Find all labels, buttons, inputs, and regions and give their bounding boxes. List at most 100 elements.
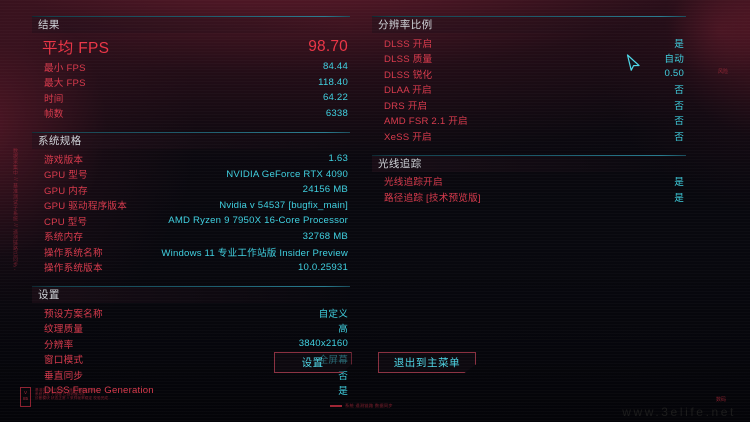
section: 设置预设方案名称自定义纹理质量高分辨率3840x2160窗口模式全屏幕垂直同步否… [32, 286, 350, 398]
section-divider [32, 16, 350, 17]
spec-row: 纹理质量 高 [32, 321, 350, 337]
spec-row: CPU 型号 AMD Ryzen 9 7950X 16-Core Processo… [32, 213, 350, 229]
bottom-center-bar-icon [330, 404, 342, 408]
section-rows: 游戏版本 1.63 GPU 型号 NVIDIA GeForce RTX 4090 GPU… [32, 151, 350, 275]
left-edge-decorative-text: 数据采集中 // 基准测试子系统 // 遥测链路已同步 // 节点 [12, 148, 18, 270]
spec-label: 光线追踪开启 [384, 177, 443, 189]
spec-value: 自动 [664, 54, 684, 66]
spec-row: 最大 FPS 118.40 [32, 75, 350, 91]
spec-label: GPU 型号 [44, 170, 88, 182]
spec-label: DLSS 开启 [384, 38, 433, 50]
spec-label: 游戏版本 [44, 154, 84, 166]
spec-row: 最小 FPS 84.44 [32, 59, 350, 75]
spec-row: DLSS 开启 是 [372, 35, 686, 51]
watermark-mark: 数码 [715, 397, 726, 403]
spec-label: 垂直同步 [44, 370, 84, 382]
spec-value: 0.50 [664, 68, 684, 80]
spec-label: 分辨率 [44, 339, 74, 351]
spec-label: 系统内存 [44, 232, 84, 244]
spec-row: 帧数 6338 [32, 106, 350, 122]
bottom-left-decorative-text: 基准测试运行记录 // 遥测数据流已写入 系统日志 子进程 已回收缓冲区 诊断模… [35, 388, 120, 401]
spec-row: 路径追踪 [技术预览版] 是 [372, 189, 686, 205]
spec-value: AMD Ryzen 9 7950X 16-Core Processor [168, 215, 348, 227]
spec-value: Windows 11 专业工作站版 Insider Preview [161, 247, 348, 259]
section-rows: DLSS 开启是 DLSS 质量 自动 DLSS 锐化 0.50 DLAA 开启否 DRS … [372, 35, 686, 144]
spec-label: 最小 FPS [44, 62, 86, 74]
left-column: 结果 平均 FPS 98.70 最小 FPS 84.44 最大 FPS 118.40 时间 64… [32, 16, 350, 409]
exit-to-main-menu-button[interactable]: 退出到主菜单 [377, 352, 477, 373]
spec-row: AMD FSR 2.1 开启 否 [372, 113, 686, 129]
section-divider [372, 154, 686, 156]
section-title: 光线追踪 [372, 155, 686, 172]
spec-row: GPU 内存 24156 MB [32, 182, 350, 198]
spec-value: 3840x2160 [298, 338, 348, 350]
section-divider [32, 286, 350, 287]
spec-row: DLSS 质量 自动 [372, 51, 686, 67]
spec-row: GPU 型号 NVIDIA GeForce RTX 4090 [32, 167, 350, 183]
top-right-decorative-mark: 风险 [717, 69, 728, 75]
spec-label: 平均 FPS [42, 40, 110, 57]
spec-value: 118.40 [318, 76, 348, 88]
spec-value: 1.63 [328, 153, 348, 165]
spec-label: DRS 开启 [384, 100, 428, 112]
spec-row: 操作系统名称 Windows 11 专业工作站版 Insider Preview [32, 244, 350, 260]
spec-value: NVIDIA GeForce RTX 4090 [226, 168, 348, 180]
spec-value: 是 [674, 38, 684, 50]
spec-row: 操作系统版本 10.0.25931 [32, 260, 350, 276]
spec-label: AMD FSR 2.1 开启 [384, 116, 468, 128]
spec-label: 预设方案名称 [44, 308, 103, 320]
settings-button[interactable]: 设置 [273, 352, 352, 373]
section: 结果 平均 FPS 98.70 最小 FPS 84.44 最大 FPS 118.40 时间 64… [32, 16, 350, 121]
spec-row: 平均 FPS 98.70 [32, 35, 350, 59]
spec-label: GPU 驱动程序版本 [44, 201, 128, 213]
spec-value: 是 [338, 386, 348, 398]
spec-label: 窗口模式 [44, 355, 84, 367]
spec-value: 自定义 [318, 308, 348, 320]
spec-label: 纹理质量 [44, 324, 84, 336]
spec-row: DRS 开启 否 [372, 97, 686, 113]
spec-value: 10.0.25931 [297, 261, 348, 273]
spec-value: 否 [674, 131, 684, 143]
section-divider [32, 132, 350, 133]
section: 光线追踪光线追踪开启是路径追踪 [技术预览版] 是 [372, 154, 686, 205]
spec-label: 操作系统版本 [44, 263, 103, 275]
right-column: 分辨率比例 DLSS 开启是 DLSS 质量 自动 DLSS 锐化 0.50 DLAA 开启… [372, 16, 686, 216]
spec-row: GPU 驱动程序版本 Nvidia v 54537 [bugfix_main] [32, 198, 350, 214]
spec-value: 否 [674, 116, 684, 128]
spec-value: 98.70 [308, 38, 348, 55]
site-watermark: www.3elife.net [622, 405, 736, 419]
section-rows: 平均 FPS 98.70 最小 FPS 84.44 最大 FPS 118.40 时间 64.2… [32, 35, 350, 121]
section-rows: 光线追踪开启是路径追踪 [技术预览版] 是 [372, 174, 686, 205]
spec-value: 6338 [325, 107, 348, 119]
spec-row: 游戏版本 1.63 [32, 151, 350, 167]
bottom-center-decorative-text: 系统 遥测链路 数据同步 [345, 403, 393, 408]
section: 系统规格游戏版本 1.63 GPU 型号 NVIDIA GeForce RTX 409… [32, 132, 350, 275]
spec-label: XeSS 开启 [384, 131, 432, 143]
bottom-center-decoration: 系统 遥测链路 数据同步 [330, 403, 393, 409]
section-title: 结果 [32, 17, 350, 33]
spec-value: 32768 MB [302, 230, 348, 242]
section: 分辨率比例 DLSS 开启 是 DLSS 质量 自动 DLSS 锐化 0.50 DLAA 开启… [372, 16, 686, 144]
button-bar: 设置 退出到主菜单 [0, 352, 750, 373]
spec-row: 系统内存 32768 MB [32, 229, 350, 245]
spec-label: GPU 内存 [44, 185, 88, 197]
spec-value: 24156 MB [302, 184, 348, 196]
spec-value: 否 [674, 85, 684, 97]
spec-value: Nvidia v 54537 [bugfix_main] [219, 199, 348, 211]
spec-row: XeSS 开启 否 [372, 128, 686, 144]
section-title: 系统规格 [32, 133, 350, 149]
spec-value: 否 [674, 100, 684, 112]
spec-value: 64.22 [322, 92, 348, 104]
spec-value: 否 [338, 370, 348, 382]
spec-label: DLSS 质量 [384, 54, 433, 66]
spec-label: 操作系统名称 [44, 247, 103, 259]
spec-value: 是 [674, 192, 684, 204]
spec-label: 帧数 [44, 109, 64, 121]
mouse-cursor-icon [626, 54, 640, 71]
spec-value: 84.44 [322, 61, 348, 73]
spec-label: CPU 型号 [44, 216, 88, 228]
bottom-left-decoration: V 85 基准测试运行记录 // 遥测数据流已写入 系统日志 子进程 已回收缓冲… [20, 387, 119, 407]
spec-row: DLSS 锐化 0.50 [372, 66, 686, 82]
